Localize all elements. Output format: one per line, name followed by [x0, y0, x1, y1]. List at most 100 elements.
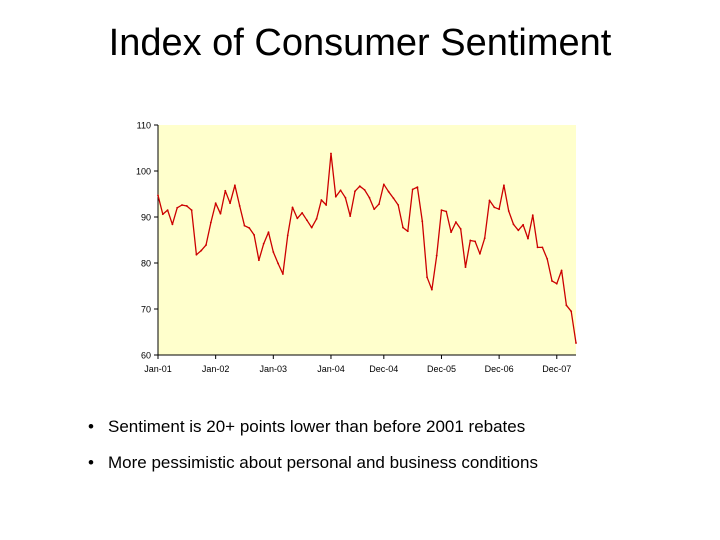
data-point — [330, 152, 332, 155]
data-point — [200, 249, 203, 252]
data-point — [286, 234, 289, 237]
x-tick-label: Jan-02 — [202, 364, 230, 374]
data-point — [161, 213, 164, 216]
data-point — [229, 202, 231, 205]
data-point — [306, 219, 308, 222]
data-point — [454, 221, 457, 223]
data-point — [551, 280, 553, 282]
data-point — [267, 231, 270, 234]
data-point — [296, 217, 299, 220]
data-point — [354, 190, 356, 193]
data-point — [483, 237, 486, 240]
data-point — [190, 209, 193, 211]
data-point — [344, 196, 347, 199]
data-point — [512, 223, 515, 226]
data-point — [450, 231, 452, 234]
data-point — [426, 276, 428, 279]
data-point — [546, 257, 549, 260]
data-point — [411, 188, 414, 191]
data-point — [527, 237, 529, 240]
bullet-item: • Sentiment is 20+ points lower than bef… — [88, 416, 698, 438]
data-point — [435, 254, 438, 257]
data-point — [522, 223, 525, 226]
data-point — [219, 212, 222, 215]
data-point — [243, 224, 246, 227]
data-point — [507, 210, 510, 212]
data-point — [479, 252, 481, 255]
x-tick-label: Dec-05 — [427, 364, 456, 374]
data-point — [248, 227, 251, 229]
data-point — [430, 288, 433, 291]
data-point — [459, 228, 462, 230]
y-tick-label: 60 — [141, 351, 151, 361]
data-point — [233, 184, 236, 187]
data-point — [555, 282, 558, 285]
data-point — [262, 242, 265, 245]
data-point — [195, 253, 198, 256]
bullet-text: Sentiment is 20+ points lower than befor… — [108, 417, 526, 436]
data-point — [315, 217, 318, 220]
data-point — [349, 215, 352, 217]
data-point — [224, 189, 227, 192]
data-point — [238, 205, 241, 207]
consumer-sentiment-chart: 60 70 80 90 100 110 Jan-01 Jan-02 Jan-03 Jan-04 De… — [136, 121, 577, 374]
x-tick-label: Jan-01 — [144, 364, 172, 374]
bullet-list: • Sentiment is 20+ points lower than bef… — [88, 416, 698, 488]
data-point — [541, 246, 544, 249]
data-point — [334, 195, 337, 198]
data-point — [440, 209, 443, 211]
data-point — [166, 209, 169, 211]
data-point — [277, 262, 280, 265]
x-tick-label: Dec-07 — [542, 364, 571, 374]
data-point — [474, 240, 477, 243]
data-point — [421, 220, 424, 223]
bullet-item: • More pessimistic about personal and bu… — [88, 452, 698, 474]
data-point — [209, 221, 212, 224]
x-tick-label: Jan-04 — [317, 364, 345, 374]
plot-area — [158, 125, 576, 355]
data-point — [339, 189, 342, 192]
data-point — [498, 208, 501, 211]
data-point — [382, 183, 385, 186]
data-point — [575, 342, 577, 344]
data-point — [378, 203, 380, 206]
data-point — [214, 202, 217, 205]
data-point — [493, 206, 496, 209]
data-point — [310, 226, 313, 229]
bullet-icon: • — [88, 453, 94, 472]
data-point — [171, 223, 174, 226]
y-tick-label: 80 — [141, 259, 151, 269]
y-tick-label: 110 — [137, 121, 151, 131]
data-point — [363, 188, 366, 191]
data-point — [253, 234, 255, 236]
data-point — [416, 186, 419, 188]
x-tick-label: Jan-03 — [260, 364, 288, 374]
y-tick-label: 100 — [136, 167, 151, 177]
bullet-icon: • — [88, 417, 94, 436]
data-point — [387, 190, 390, 193]
data-point — [560, 269, 563, 272]
y-tick-label: 90 — [141, 213, 151, 223]
data-point — [185, 205, 188, 207]
data-point — [503, 184, 505, 187]
data-point — [397, 204, 400, 206]
sentiment-series-line — [157, 152, 577, 344]
data-point — [464, 266, 467, 269]
data-point — [565, 304, 568, 307]
bullet-text: More pessimistic about personal and busi… — [108, 453, 538, 472]
data-point — [469, 239, 472, 242]
data-point — [257, 259, 260, 262]
data-point — [373, 208, 376, 211]
data-point — [157, 194, 159, 197]
y-tick-label: 70 — [141, 305, 151, 315]
data-point — [272, 251, 275, 253]
data-point — [368, 196, 371, 199]
data-point — [325, 204, 328, 206]
data-point — [291, 206, 294, 209]
data-point — [392, 197, 395, 200]
data-point — [488, 199, 491, 202]
data-point — [517, 229, 520, 232]
data-point — [531, 214, 534, 217]
data-point — [301, 211, 304, 214]
x-tick-label: Dec-06 — [485, 364, 514, 374]
